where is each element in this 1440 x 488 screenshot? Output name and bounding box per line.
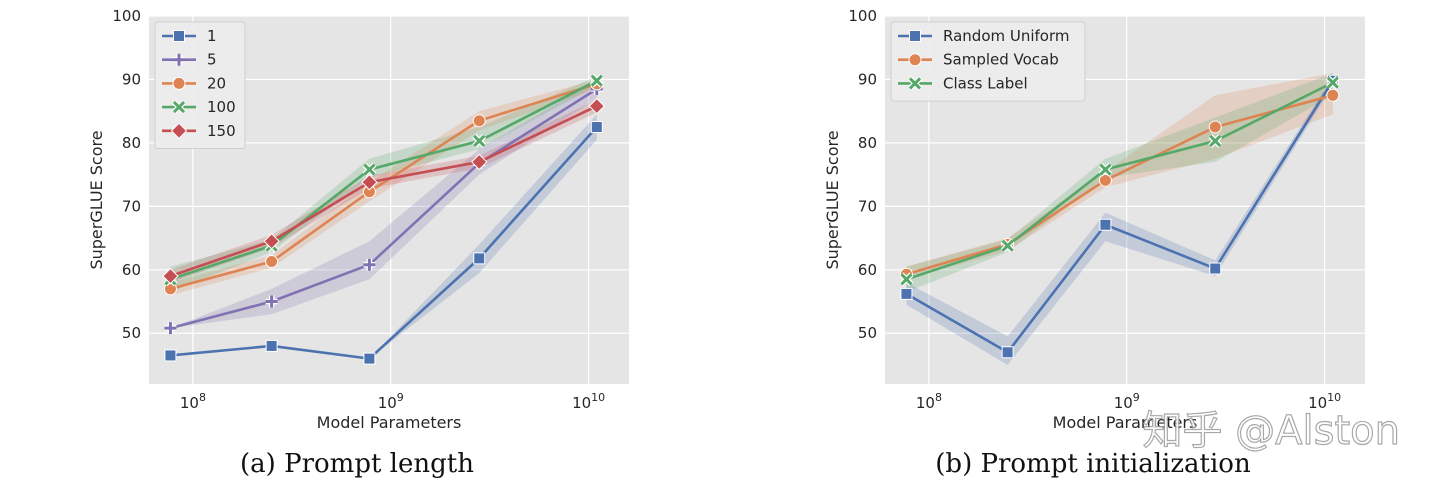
- data-point-sampled-vocab: [1326, 88, 1340, 102]
- legend-item-1[interactable]: 1: [162, 27, 217, 45]
- y-axis-label: SuperGLUE Score: [87, 130, 106, 269]
- legend-item-random-uniform[interactable]: Random Uniform: [898, 27, 1070, 45]
- data-point-150: [162, 267, 179, 285]
- x-axis-label: Model Parameters: [317, 413, 462, 432]
- legend-marker: [909, 30, 921, 42]
- y-tick-label: 90: [858, 70, 877, 88]
- confidence-band-20: [170, 79, 597, 296]
- gridlines: [885, 15, 1365, 384]
- data-point-150: [361, 174, 378, 191]
- caption-prompt-length: (a) Prompt length: [240, 449, 474, 479]
- chart-panel-prompt-initialization: 50 60 70 80 90 100 108 109 1010 Model Parameters S…: [823, 7, 1365, 432]
- data-point-sampled-vocab: [1098, 173, 1112, 187]
- legend-marker: [908, 76, 922, 91]
- legend-label: 100: [207, 98, 236, 116]
- data-point-random-uniform: [900, 287, 913, 300]
- y-tick-label: 80: [858, 134, 877, 152]
- data-point-5: [363, 258, 376, 271]
- data-point-random-uniform: [1001, 346, 1014, 359]
- legend-label: 1: [207, 27, 217, 45]
- data-point-5: [265, 295, 278, 308]
- legend-marker: [908, 53, 922, 67]
- chart-panel-prompt-length: 50 60 70 80 90 100 108 109 1010 Model Parameters S…: [87, 7, 629, 432]
- data-point-1: [164, 349, 177, 362]
- legend-label: 20: [207, 74, 226, 92]
- legend-item-class-label[interactable]: Class Label: [898, 74, 1028, 92]
- data-point-1: [473, 252, 486, 265]
- y-tick-label: 70: [858, 197, 877, 215]
- data-point-100: [472, 134, 487, 148]
- y-tick-label: 70: [122, 197, 141, 215]
- data-point-20: [472, 114, 486, 128]
- data-point-1: [265, 339, 278, 352]
- data-point-random-uniform: [1099, 218, 1112, 231]
- data-point-class-label: [1208, 134, 1223, 148]
- x-tick-label: 108: [916, 391, 942, 412]
- x-tick-label: 1010: [1308, 391, 1341, 412]
- y-tick-label: 60: [858, 261, 877, 279]
- data-point-150: [263, 233, 280, 250]
- caption-prompt-initialization: (b) Prompt initialization: [935, 449, 1251, 479]
- legend-item-sampled-vocab[interactable]: Sampled Vocab: [898, 51, 1059, 69]
- series-class-label: [899, 75, 1340, 287]
- x-tick-label: 109: [378, 391, 404, 412]
- data-point-class-label: [1098, 162, 1113, 177]
- y-tick-label: 100: [112, 7, 141, 25]
- legend-marker: [170, 122, 188, 140]
- y-axis-label: SuperGLUE Score: [823, 130, 842, 269]
- legend-label: 5: [207, 51, 217, 69]
- legend: Random Uniform Sampled Vocab Class Label: [890, 21, 1086, 102]
- y-tick-label: 90: [122, 70, 141, 88]
- data-point-100: [589, 73, 604, 88]
- watermark-text: 知乎 @Alston: [1142, 408, 1400, 454]
- series-1: [164, 121, 603, 365]
- legend-marker: [173, 30, 185, 42]
- data-point-20: [265, 255, 279, 269]
- legend-label: Random Uniform: [943, 27, 1070, 45]
- series-150: [162, 97, 606, 285]
- data-point-class-label: [1000, 238, 1015, 253]
- data-point-1: [363, 352, 376, 365]
- x-tick-label: 1010: [572, 391, 605, 412]
- legend-item-100[interactable]: 100: [162, 98, 236, 116]
- confidence-band-class-label: [906, 73, 1333, 292]
- data-point-150: [471, 153, 488, 171]
- legend-item-150[interactable]: 150: [162, 122, 236, 140]
- legend-item-20[interactable]: 20: [162, 74, 226, 92]
- legend-item-5[interactable]: 5: [162, 51, 217, 69]
- y-tick-label: 60: [122, 261, 141, 279]
- legend-box: [890, 21, 1086, 102]
- y-tick-label: 100: [848, 7, 877, 25]
- data-point-random-uniform: [1209, 262, 1222, 275]
- y-tick-label: 50: [122, 324, 141, 342]
- legend-marker: [172, 76, 186, 90]
- confidence-band-random-uniform: [906, 76, 1333, 365]
- y-tick-label: 50: [858, 324, 877, 342]
- legend-marker: [173, 53, 185, 66]
- legend-label: Class Label: [943, 74, 1028, 92]
- legend-label: 150: [207, 122, 236, 140]
- x-tick-label: 109: [1114, 391, 1140, 412]
- data-point-5: [164, 322, 177, 335]
- x-axis-label: Model Parameters: [1053, 413, 1198, 432]
- data-point-class-label: [899, 272, 914, 287]
- data-point-1: [590, 121, 603, 134]
- y-tick-label: 80: [122, 134, 141, 152]
- legend-marker: [172, 100, 186, 115]
- data-point-sampled-vocab: [1208, 120, 1222, 134]
- data-point-100: [362, 162, 377, 177]
- x-tick-label: 108: [180, 391, 206, 412]
- data-point-class-label: [1325, 75, 1340, 90]
- legend-box: [154, 21, 246, 149]
- legend: 1 5 20 100 150: [154, 21, 246, 149]
- legend-label: Sampled Vocab: [943, 51, 1059, 69]
- data-point-150: [588, 97, 606, 115]
